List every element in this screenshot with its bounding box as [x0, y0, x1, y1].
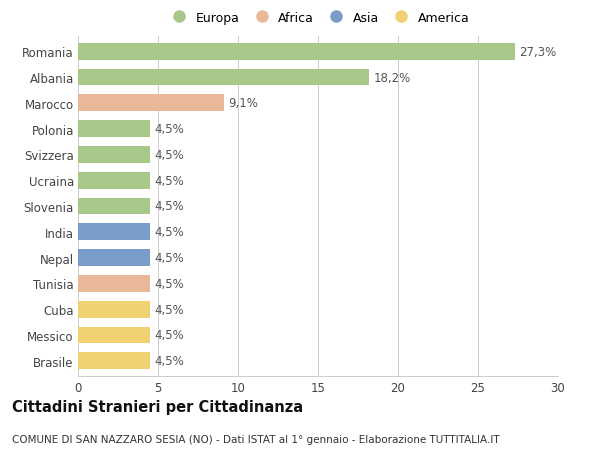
Bar	[78, 44, 515, 61]
Bar	[78, 224, 150, 241]
Bar	[78, 275, 150, 292]
Text: Cittadini Stranieri per Cittadinanza: Cittadini Stranieri per Cittadinanza	[12, 399, 303, 414]
Bar	[78, 173, 150, 189]
Text: 4,5%: 4,5%	[155, 354, 185, 367]
Bar	[78, 250, 150, 266]
Bar	[78, 198, 150, 215]
Bar	[78, 95, 224, 112]
Text: 4,5%: 4,5%	[155, 149, 185, 162]
Text: 4,5%: 4,5%	[155, 123, 185, 136]
Text: 4,5%: 4,5%	[155, 226, 185, 239]
Text: COMUNE DI SAN NAZZARO SESIA (NO) - Dati ISTAT al 1° gennaio - Elaborazione TUTTI: COMUNE DI SAN NAZZARO SESIA (NO) - Dati …	[12, 434, 500, 444]
Text: 18,2%: 18,2%	[374, 72, 411, 84]
Text: 4,5%: 4,5%	[155, 252, 185, 264]
Text: 4,5%: 4,5%	[155, 174, 185, 187]
Text: 4,5%: 4,5%	[155, 200, 185, 213]
Text: 9,1%: 9,1%	[229, 97, 258, 110]
Bar	[78, 327, 150, 344]
Text: 4,5%: 4,5%	[155, 277, 185, 290]
Text: 27,3%: 27,3%	[520, 46, 557, 59]
Bar	[78, 69, 369, 86]
Text: 4,5%: 4,5%	[155, 303, 185, 316]
Legend: Europa, Africa, Asia, America: Europa, Africa, Asia, America	[164, 9, 472, 27]
Bar	[78, 121, 150, 138]
Text: 4,5%: 4,5%	[155, 329, 185, 341]
Bar	[78, 301, 150, 318]
Bar	[78, 353, 150, 369]
Bar	[78, 147, 150, 163]
